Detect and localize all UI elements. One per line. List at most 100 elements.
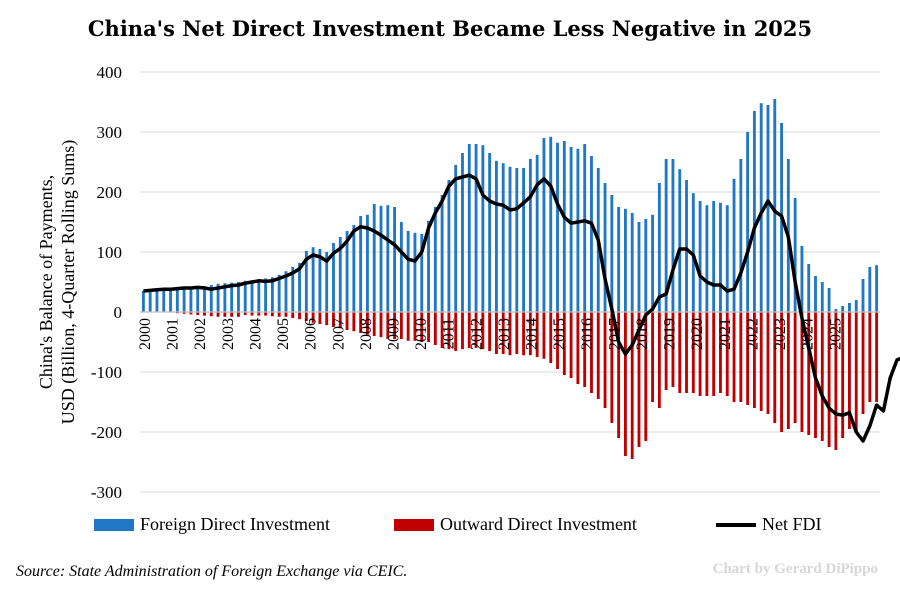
x-tick-label: 2022: [744, 318, 761, 350]
x-tick-label: 2001: [165, 318, 182, 350]
bars-layer: [141, 99, 879, 459]
x-tick-label: 2020: [689, 318, 706, 350]
fdi-bar: [345, 231, 349, 312]
x-tick-label: 2011: [441, 318, 458, 349]
odi-bar: [277, 312, 281, 317]
x-tick-label: 2009: [386, 318, 403, 350]
fdi-bar: [440, 195, 444, 312]
odi-bar: [732, 312, 736, 402]
odi-bar: [535, 312, 539, 357]
y-tick-label: 400: [97, 63, 123, 82]
odi-bar: [372, 312, 376, 336]
fdi-bar: [284, 271, 288, 312]
odi-bar: [691, 312, 695, 393]
fdi-bar: [630, 213, 634, 312]
fdi-bar: [542, 138, 546, 312]
y-axis-label: China's Balance of Payments, USD (Billion…: [36, 140, 79, 425]
fdi-bar: [820, 282, 824, 312]
odi-bar: [780, 312, 783, 432]
x-tick-label: 2007: [330, 318, 347, 350]
odi-bar: [291, 312, 295, 318]
legend-swatch-odi: [394, 518, 434, 531]
odi-bar: [264, 312, 268, 316]
odi-bar: [603, 312, 607, 408]
fdi-bar: [311, 247, 315, 312]
legend-swatch-fdi: [94, 518, 134, 531]
fdi-bar: [393, 207, 397, 312]
legend-swatch-net: [716, 522, 756, 527]
odi-bar: [651, 312, 654, 402]
fdi-bar: [366, 214, 369, 312]
x-tick-label: 2004: [247, 318, 264, 350]
odi-bar: [250, 312, 254, 316]
odi-bar: [318, 312, 322, 324]
x-tick-label: 2019: [662, 318, 679, 350]
y-tick-label: 0: [114, 303, 123, 322]
y-axis-label-line: China's Balance of Payments,: [36, 175, 56, 389]
x-tick-label: 2000: [137, 318, 154, 350]
fdi-bar: [508, 166, 512, 312]
fdi-bar: [325, 252, 329, 312]
odi-bar: [216, 312, 220, 317]
fdi-bar: [569, 147, 573, 312]
odi-bar: [773, 312, 777, 423]
odi-bar: [617, 312, 621, 438]
legend: Foreign Direct Investment Outward Direct…: [0, 514, 900, 538]
fdi-bar: [257, 279, 261, 312]
odi-bar: [542, 312, 546, 359]
odi-bar: [420, 312, 424, 342]
odi-bar: [257, 312, 261, 316]
odi-bar: [807, 312, 811, 435]
fdi-bar: [854, 300, 858, 312]
fdi-bar: [773, 99, 777, 312]
odi-bar: [705, 312, 709, 396]
fdi-bar: [807, 264, 811, 312]
odi-bar: [766, 312, 770, 414]
fdi-bar: [793, 198, 797, 312]
x-tick-label: 2003: [220, 318, 237, 350]
odi-bar: [311, 312, 315, 323]
fdi-bar: [427, 220, 430, 312]
odi-bar: [861, 312, 865, 414]
odi-bar: [576, 312, 580, 384]
y-tick-label: -300: [91, 483, 122, 502]
fdi-bar: [637, 222, 641, 312]
odi-bar: [230, 312, 234, 317]
fdi-bar: [399, 222, 403, 312]
fdi-bar: [175, 288, 179, 312]
odi-bar: [366, 312, 369, 335]
fdi-bar: [169, 289, 172, 312]
fdi-bar: [623, 208, 627, 312]
odi-bar: [413, 312, 417, 341]
odi-bar: [854, 312, 858, 432]
fdi-bar: [420, 234, 424, 312]
x-tick-label: 2014: [524, 318, 541, 350]
odi-bar: [270, 312, 274, 317]
fdi-bar: [270, 277, 274, 312]
fdi-bar: [657, 183, 661, 312]
odi-bar: [345, 312, 349, 330]
odi-bar: [332, 312, 335, 327]
x-tick-label: 2008: [358, 318, 375, 350]
odi-bar: [719, 312, 722, 393]
legend-label-fdi: Foreign Direct Investment: [140, 514, 330, 534]
odi-bar: [583, 312, 587, 387]
odi-bar: [848, 312, 851, 429]
x-tick-label: 2016: [579, 318, 596, 350]
odi-bar: [868, 312, 872, 402]
fdi-bar: [155, 289, 159, 312]
net-fdi-line-layer: [143, 173, 900, 443]
fdi-bar: [583, 144, 587, 312]
fdi-bar: [250, 280, 254, 312]
odi-bar: [203, 312, 206, 316]
fdi-bar: [461, 153, 464, 312]
odi-bar: [562, 312, 566, 375]
odi-bar: [739, 312, 743, 402]
odi-bar: [474, 312, 478, 348]
odi-bar: [759, 312, 763, 411]
odi-bar: [522, 312, 526, 356]
fdi-bar: [868, 267, 872, 312]
legend-label-odi: Outward Direct Investment: [440, 514, 637, 534]
fdi-bar: [535, 154, 539, 312]
